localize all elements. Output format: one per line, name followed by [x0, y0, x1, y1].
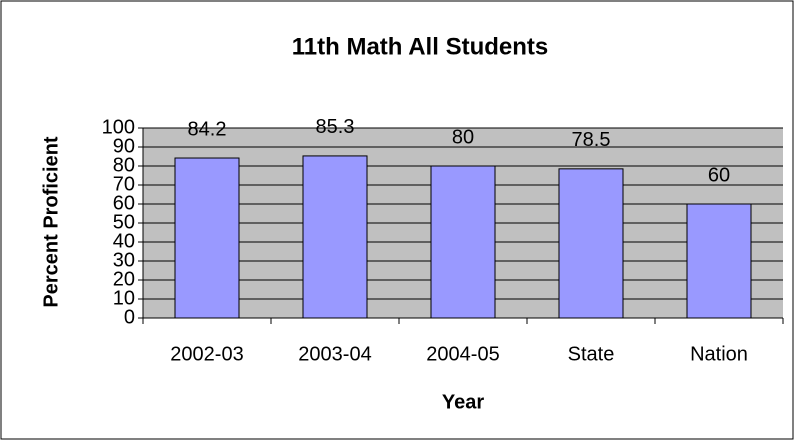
- y-tick-label: 70: [113, 173, 135, 195]
- bar: [174, 157, 240, 319]
- bar: [302, 155, 368, 319]
- x-tick-label: 2002-03: [170, 343, 243, 365]
- y-tick-label: 100: [102, 116, 135, 138]
- y-tick-label: 80: [113, 154, 135, 176]
- x-tick-label: 2004-05: [426, 343, 499, 365]
- y-axis-title: Percent Proficient: [40, 136, 62, 308]
- chart-title: 11th Math All Students: [292, 33, 548, 60]
- data-label: 85.3: [316, 116, 355, 138]
- bar: [430, 165, 496, 319]
- y-tick-label: 40: [113, 230, 135, 252]
- y-tick-label: 0: [124, 306, 135, 328]
- bar: [558, 168, 624, 319]
- y-tick-label: 60: [113, 192, 135, 214]
- y-tick-label: 50: [113, 211, 135, 233]
- y-tick-label: 10: [113, 287, 135, 309]
- x-axis-title: Year: [442, 391, 484, 413]
- y-tick-label: 30: [113, 249, 135, 271]
- data-label: 84.2: [188, 118, 227, 140]
- x-tick-label: State: [568, 343, 615, 365]
- bar: [686, 203, 752, 319]
- x-tick-label: 2003-04: [298, 343, 371, 365]
- data-label: 78.5: [572, 129, 611, 151]
- x-tick-label: Nation: [690, 343, 748, 365]
- data-label: 80: [452, 126, 474, 148]
- y-tick-label: 90: [113, 135, 135, 157]
- y-tick-label: 20: [113, 268, 135, 290]
- data-label: 60: [708, 164, 730, 186]
